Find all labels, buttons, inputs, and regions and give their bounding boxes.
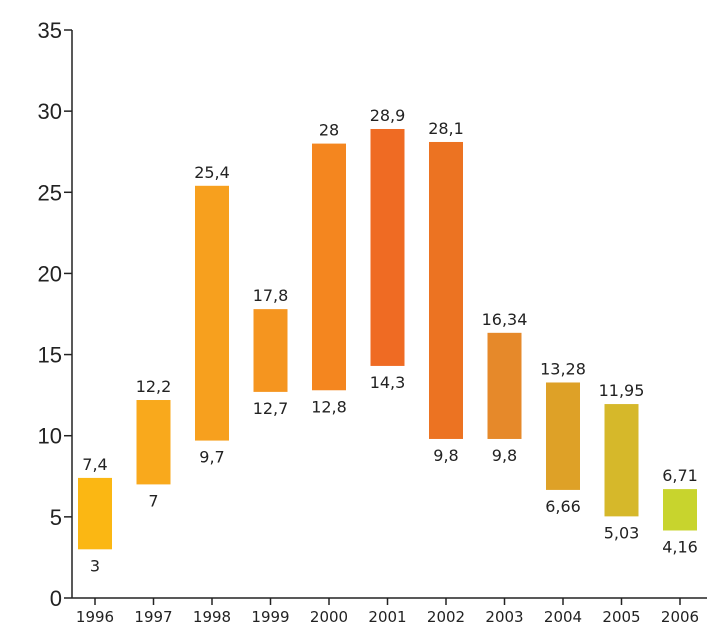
x-tick-label: 1997 — [134, 608, 172, 626]
y-tick-label: 20 — [38, 261, 62, 286]
x-tick-label: 2004 — [544, 608, 582, 626]
range-bar — [663, 489, 697, 531]
low-value-label: 3 — [90, 556, 100, 575]
low-value-label: 5,03 — [604, 523, 640, 542]
low-value-label: 7 — [148, 491, 158, 510]
y-tick-label: 10 — [38, 424, 62, 449]
high-value-label: 28,9 — [370, 106, 406, 125]
range-bar — [253, 309, 288, 392]
x-tick-label: 2005 — [602, 608, 640, 626]
high-value-label: 13,28 — [540, 359, 586, 378]
range-bar — [195, 185, 229, 441]
low-value-label: 12,7 — [253, 399, 289, 418]
x-tick-label: 1998 — [193, 608, 231, 626]
y-tick-label: 15 — [38, 343, 62, 368]
high-value-label: 11,95 — [599, 381, 645, 400]
y-tick-label: 5 — [50, 505, 62, 530]
low-value-label: 9,8 — [492, 446, 517, 465]
range-bar — [136, 400, 171, 485]
range-bar — [546, 382, 580, 490]
x-tick-label: 2001 — [368, 608, 406, 626]
range-bar — [312, 143, 346, 391]
range-bars — [78, 128, 697, 550]
high-value-label: 16,34 — [482, 310, 528, 329]
high-value-label: 25,4 — [194, 163, 230, 182]
low-value-label: 9,8 — [433, 446, 458, 465]
high-value-label: 6,71 — [662, 466, 698, 485]
x-axis-ticks: 1996 1997 1998 1999 2000 2001 2002 2003 2004 2005… — [76, 598, 699, 626]
high-value-label: 12,2 — [136, 377, 172, 396]
chart-axes — [71, 30, 707, 599]
x-tick-label: 2006 — [661, 608, 699, 626]
low-value-label: 6,66 — [545, 497, 581, 516]
range-bar — [604, 404, 639, 517]
range-bar — [487, 332, 522, 439]
high-value-label: 28 — [319, 121, 339, 140]
x-tick-label: 2003 — [485, 608, 523, 626]
range-bar — [370, 128, 405, 366]
high-value-label: 28,1 — [428, 119, 464, 138]
x-tick-label: 1999 — [251, 608, 289, 626]
range-bar — [429, 141, 463, 439]
low-value-label: 9,7 — [199, 448, 224, 467]
data-labels: 7,4 3 12,2 7 25,4 9,7 17,8 12,7 28 12,8 28,9 14,3 28… — [82, 106, 698, 575]
x-tick-label: 2002 — [427, 608, 465, 626]
high-value-label: 7,4 — [82, 455, 107, 474]
y-tick-label: 25 — [38, 180, 62, 205]
high-value-label: 17,8 — [253, 286, 289, 305]
range-bar — [78, 477, 112, 550]
y-tick-label: 30 — [38, 99, 62, 124]
low-value-label: 4,16 — [662, 537, 698, 556]
y-tick-label: 0 — [50, 586, 62, 611]
x-tick-label: 2000 — [310, 608, 348, 626]
y-tick-label: 35 — [38, 18, 62, 43]
low-value-label: 12,8 — [311, 397, 347, 416]
low-value-label: 14,3 — [370, 373, 406, 392]
y-axis-ticks: 0 5 10 15 20 25 30 35 — [38, 18, 72, 611]
x-tick-label: 1996 — [76, 608, 114, 626]
